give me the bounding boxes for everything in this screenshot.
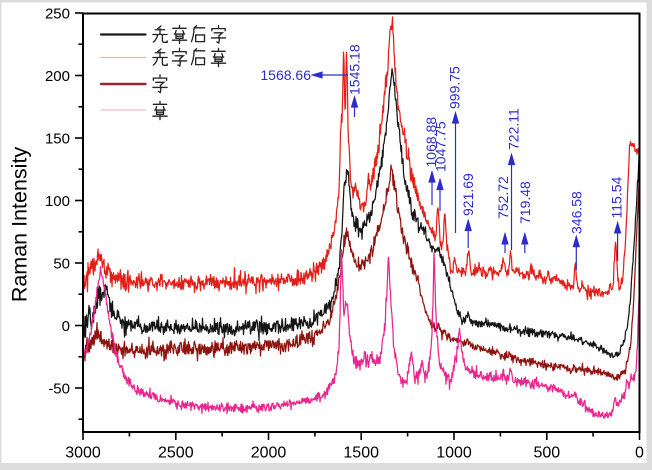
svg-text:752.72: 752.72 <box>495 176 511 219</box>
svg-text:1500: 1500 <box>343 445 379 462</box>
svg-text:150: 150 <box>45 130 70 147</box>
svg-text:50: 50 <box>53 255 70 272</box>
svg-text:100: 100 <box>45 193 70 210</box>
svg-text:Raman Intensity: Raman Intensity <box>8 147 32 303</box>
svg-text:0: 0 <box>62 318 70 335</box>
svg-text:1068.88: 1068.88 <box>423 117 439 168</box>
svg-text:0: 0 <box>635 445 644 462</box>
svg-text:250: 250 <box>45 5 70 22</box>
svg-text:722.11: 722.11 <box>506 108 522 150</box>
svg-text:3000: 3000 <box>65 445 101 462</box>
svg-text:346.58: 346.58 <box>569 191 585 234</box>
svg-text:1545.18: 1545.18 <box>347 44 363 95</box>
svg-text:921.69: 921.69 <box>460 173 476 216</box>
svg-text:1000: 1000 <box>436 445 472 462</box>
svg-text:1047.75: 1047.75 <box>433 121 449 172</box>
svg-text:999.75: 999.75 <box>447 66 463 109</box>
svg-text:2000: 2000 <box>251 445 287 462</box>
svg-text:500: 500 <box>533 445 560 462</box>
svg-text:2500: 2500 <box>158 445 194 462</box>
svg-text:1568.66: 1568.66 <box>260 67 311 83</box>
svg-text:115.54: 115.54 <box>609 177 625 219</box>
svg-text:719.48: 719.48 <box>517 181 533 224</box>
svg-text:200: 200 <box>45 68 70 85</box>
svg-text:-50: -50 <box>48 380 70 397</box>
